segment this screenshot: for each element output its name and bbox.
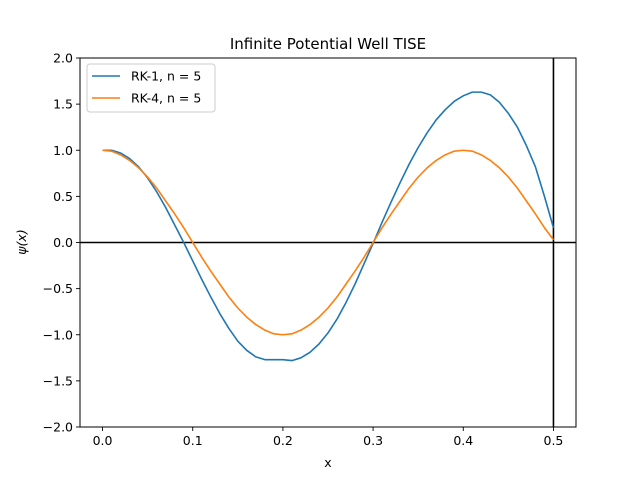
reference-lines — [80, 58, 576, 427]
legend-label-2: RK-4, n = 5 — [131, 91, 201, 106]
x-tick-label: 0.2 — [273, 433, 293, 448]
y-tick-label: 2.0 — [53, 51, 73, 66]
x-tick-label: 0.5 — [544, 433, 564, 448]
series-line-1 — [102, 91, 555, 362]
chart-title: Infinite Potential Well TISE — [230, 35, 426, 53]
y-tick-label: 0.5 — [53, 189, 73, 204]
legend: RK-1, n = 5 RK-4, n = 5 — [86, 63, 216, 113]
x-tick-label: 0.1 — [183, 433, 203, 448]
y-tick-label: −2.0 — [43, 420, 73, 435]
series-layer — [102, 91, 555, 362]
x-axis: 0.0 0.1 0.2 0.3 0.4 0.5 — [93, 427, 564, 448]
x-tick-label: 0.0 — [93, 433, 113, 448]
y-tick-label: 1.0 — [53, 143, 73, 158]
x-tick-label: 0.3 — [363, 433, 383, 448]
y-tick-label: −1.5 — [43, 373, 73, 388]
y-tick-label: 0.0 — [53, 235, 73, 250]
series-line-2 — [102, 149, 555, 336]
x-axis-label: x — [324, 455, 331, 470]
y-axis-label: ψ(x) — [14, 229, 29, 254]
y-tick-label: 1.5 — [53, 97, 73, 112]
y-tick-label: −1.0 — [43, 327, 73, 342]
x-tick-label: 0.4 — [453, 433, 473, 448]
y-axis: −2.0 −1.5 −1.0 −0.5 0.0 0.5 1.0 1.5 2.0 — [43, 51, 80, 435]
legend-label-1: RK-1, n = 5 — [131, 69, 201, 84]
y-tick-label: −0.5 — [43, 281, 73, 296]
